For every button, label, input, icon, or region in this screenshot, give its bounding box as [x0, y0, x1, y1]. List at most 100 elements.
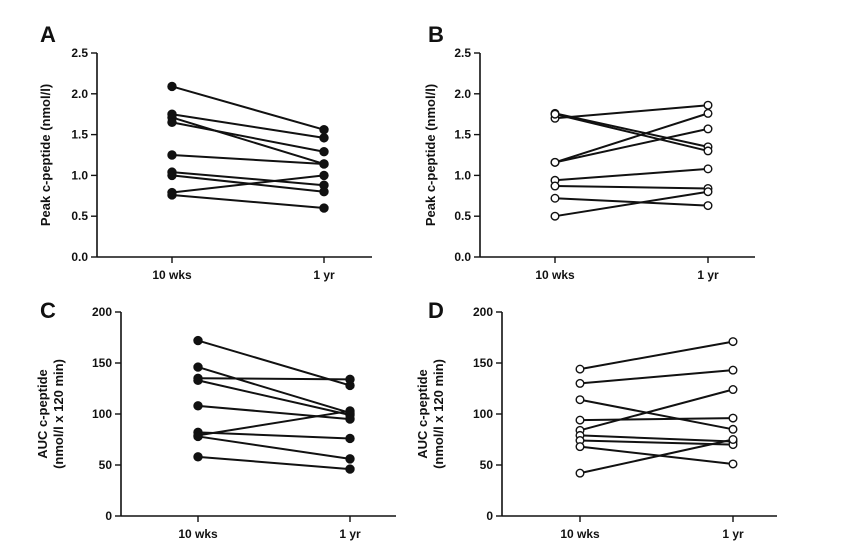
y-tick-label: 2.5 — [71, 46, 88, 60]
data-point — [728, 459, 738, 469]
y-tick-label: 200 — [473, 305, 493, 319]
y-tick-label: 2.5 — [454, 46, 471, 60]
data-point — [345, 464, 355, 474]
series-line — [171, 113, 325, 139]
y-tick-label: 0.0 — [454, 250, 471, 264]
data-point — [703, 108, 713, 118]
series-line — [554, 127, 709, 164]
y-tick-label: 1.5 — [71, 128, 88, 142]
x-tick-label: 10 wks — [178, 527, 218, 541]
panel-letter: C — [40, 298, 56, 323]
series-line — [579, 388, 734, 432]
panel-letter: D — [428, 298, 444, 323]
y-axis-title: Peak c-peptide (nmol/l) — [423, 84, 438, 226]
data-point — [319, 125, 329, 135]
x-tick-label: 1 yr — [339, 527, 361, 541]
data-point — [319, 147, 329, 157]
y-tick-label: 0.5 — [71, 209, 88, 223]
data-point — [550, 211, 560, 221]
y-tick-label: 150 — [92, 356, 112, 370]
data-point — [550, 109, 560, 119]
y-tick-label: 1.5 — [454, 128, 471, 142]
series-line — [171, 154, 325, 165]
data-point — [575, 442, 585, 452]
series-line — [554, 197, 709, 207]
y-tick-label: 50 — [99, 458, 113, 472]
data-point — [728, 385, 738, 395]
series-line — [171, 85, 325, 131]
data-point — [345, 454, 355, 464]
data-point — [575, 415, 585, 425]
y-tick-label: 2.0 — [71, 87, 88, 101]
data-point — [345, 433, 355, 444]
y-axis-title: AUC c-peptide — [35, 369, 50, 459]
series-line — [579, 340, 734, 371]
series-line — [554, 112, 709, 148]
data-point — [319, 133, 329, 143]
data-point — [728, 424, 738, 434]
y-tick-label: 50 — [480, 458, 494, 472]
y-tick-label: 0.0 — [71, 250, 88, 264]
data-point — [167, 170, 177, 181]
data-point — [345, 406, 355, 416]
data-point — [167, 117, 177, 128]
data-point — [703, 201, 713, 211]
data-point — [319, 159, 329, 169]
series-line — [554, 167, 709, 182]
data-point — [193, 401, 203, 411]
data-point — [167, 150, 177, 160]
data-point — [728, 337, 738, 347]
data-point — [703, 146, 713, 156]
series-line — [579, 439, 734, 446]
y-tick-label: 1.0 — [454, 168, 471, 182]
series-line — [197, 404, 351, 421]
y-tick-label: 0 — [105, 509, 112, 523]
series-line — [579, 438, 734, 475]
data-point — [193, 335, 203, 346]
data-point — [728, 435, 738, 445]
series-line — [197, 339, 351, 387]
x-tick-label: 10 wks — [535, 268, 575, 282]
y-tick-label: 100 — [92, 407, 112, 421]
series-line — [554, 104, 709, 120]
y-axis-title: AUC c-peptide — [415, 369, 430, 459]
series-line — [171, 174, 325, 194]
y-tick-label: 200 — [92, 305, 112, 319]
y-tick-label: 1.0 — [71, 168, 88, 182]
x-tick-label: 1 yr — [697, 268, 719, 282]
series-line — [554, 112, 709, 164]
series-line — [579, 369, 734, 385]
data-point — [193, 375, 203, 386]
series-line — [197, 431, 351, 440]
data-point — [703, 124, 713, 134]
x-tick-label: 1 yr — [722, 527, 744, 541]
series-line — [171, 171, 325, 187]
series-line — [554, 190, 709, 218]
data-point — [193, 452, 203, 462]
data-point — [319, 187, 329, 197]
data-point — [167, 190, 177, 200]
y-tick-label: 0 — [486, 509, 493, 523]
panel-letter: B — [428, 22, 444, 47]
y-axis-title: (nmol/l x 120 min) — [51, 359, 66, 469]
series-line — [197, 366, 351, 414]
y-axis-title: (nmol/l x 120 min) — [431, 359, 446, 469]
series-line — [197, 377, 351, 381]
x-tick-label: 10 wks — [560, 527, 600, 541]
x-tick-label: 1 yr — [313, 268, 335, 282]
data-point — [575, 364, 585, 374]
y-tick-label: 2.0 — [454, 87, 471, 101]
y-tick-label: 0.5 — [454, 209, 471, 223]
data-point — [703, 187, 713, 197]
series-line — [171, 193, 325, 210]
series-line — [554, 185, 709, 190]
series-line — [554, 113, 709, 152]
data-point — [193, 362, 203, 372]
data-point — [728, 365, 738, 375]
data-point — [728, 413, 738, 423]
series-line — [171, 121, 325, 153]
data-point — [319, 203, 329, 213]
panel-letter: A — [40, 22, 56, 47]
data-point — [575, 395, 585, 405]
